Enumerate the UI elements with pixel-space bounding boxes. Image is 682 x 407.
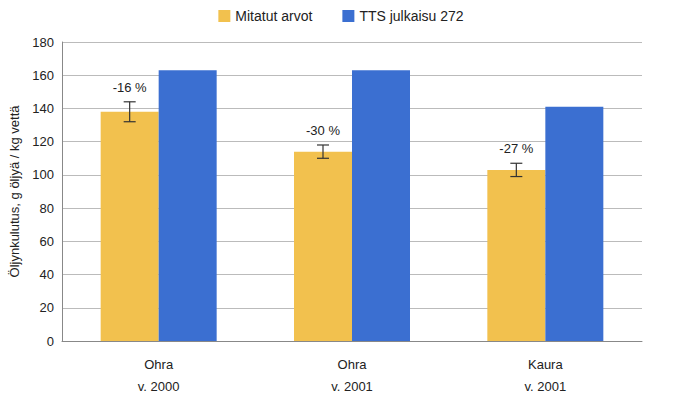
svg-text:TTS julkaisu 272: TTS julkaisu 272 [359,8,463,24]
svg-text:v. 2001: v. 2001 [331,379,373,394]
svg-text:Kaura: Kaura [528,357,563,372]
svg-text:20: 20 [40,300,54,315]
svg-text:Ohra: Ohra [338,357,368,372]
svg-text:100: 100 [32,167,54,182]
svg-text:160: 160 [32,68,54,83]
svg-text:0: 0 [47,334,54,349]
svg-text:80: 80 [40,201,54,216]
svg-text:v. 2000: v. 2000 [138,379,180,394]
svg-text:-16 %: -16 % [113,80,147,95]
svg-text:40: 40 [40,267,54,282]
svg-text:Öljynkulutus, g öljyä / kg vet: Öljynkulutus, g öljyä / kg vettä [7,105,22,278]
svg-text:Ohra: Ohra [144,357,174,372]
svg-text:v. 2001: v. 2001 [524,379,566,394]
svg-text:180: 180 [32,35,54,50]
svg-text:120: 120 [32,134,54,149]
svg-text:140: 140 [32,101,54,116]
svg-text:-30 %: -30 % [306,123,340,138]
svg-text:-27 %: -27 % [499,141,533,156]
svg-text:Mitatut arvot: Mitatut arvot [235,8,312,24]
svg-text:60: 60 [40,234,54,249]
